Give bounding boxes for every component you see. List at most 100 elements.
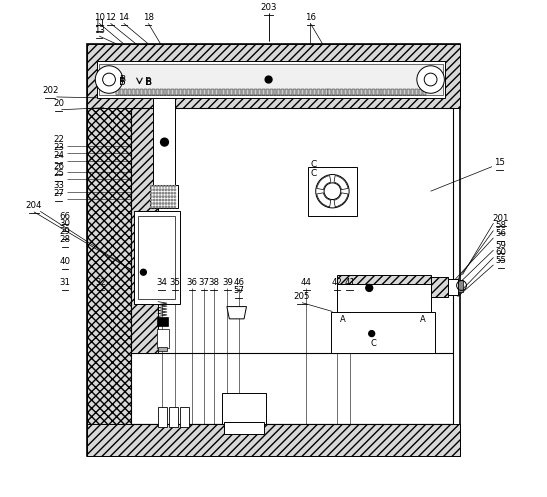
Bar — [270, 89, 272, 95]
Text: B: B — [145, 77, 152, 87]
Bar — [158, 407, 167, 427]
Bar — [238, 89, 241, 95]
Bar — [158, 347, 167, 351]
Bar — [242, 89, 245, 95]
Bar — [387, 89, 391, 95]
Circle shape — [154, 199, 155, 201]
Bar — [340, 89, 343, 95]
Circle shape — [156, 206, 158, 208]
Bar — [117, 89, 119, 95]
Circle shape — [168, 206, 170, 208]
Circle shape — [265, 76, 272, 83]
Bar — [138, 216, 175, 299]
Bar — [277, 89, 281, 95]
Text: 46: 46 — [233, 278, 244, 287]
Text: A: A — [340, 316, 346, 325]
Circle shape — [171, 185, 173, 187]
Text: 204: 204 — [26, 201, 42, 210]
Circle shape — [168, 196, 170, 197]
Circle shape — [168, 185, 170, 187]
Circle shape — [174, 185, 176, 187]
Circle shape — [424, 73, 437, 86]
Bar — [87, 44, 460, 108]
Text: 57: 57 — [233, 286, 244, 295]
Text: 38: 38 — [208, 278, 219, 287]
Text: 13: 13 — [94, 26, 104, 35]
Bar — [136, 89, 139, 95]
Bar — [183, 89, 186, 95]
Bar — [171, 89, 174, 95]
Bar — [317, 89, 319, 95]
Bar — [156, 329, 169, 348]
Bar — [131, 108, 453, 424]
Bar — [411, 89, 414, 95]
Text: 41: 41 — [344, 278, 355, 287]
Text: 203: 203 — [260, 3, 277, 12]
Circle shape — [165, 206, 167, 208]
Circle shape — [165, 196, 167, 197]
Circle shape — [156, 192, 158, 194]
Bar — [175, 89, 178, 95]
Bar — [383, 89, 386, 95]
Bar — [222, 393, 266, 424]
Bar — [423, 89, 426, 95]
Text: 35: 35 — [170, 278, 181, 287]
Bar — [281, 89, 284, 95]
Bar — [191, 89, 194, 95]
Bar — [395, 89, 398, 95]
Bar — [407, 89, 410, 95]
Bar — [261, 89, 265, 95]
Bar — [419, 89, 422, 95]
Text: 31: 31 — [59, 278, 71, 287]
Bar — [132, 89, 135, 95]
Bar — [321, 89, 324, 95]
Bar — [266, 89, 269, 95]
Bar — [169, 407, 178, 427]
Bar — [372, 89, 375, 95]
Text: 26: 26 — [53, 162, 64, 170]
Circle shape — [150, 199, 152, 201]
Bar — [301, 89, 304, 95]
Circle shape — [168, 189, 170, 190]
Text: A: A — [420, 316, 426, 325]
Bar — [195, 89, 198, 95]
Text: 30: 30 — [59, 219, 71, 228]
Circle shape — [174, 196, 176, 197]
Bar — [293, 89, 296, 95]
Circle shape — [159, 206, 161, 208]
Circle shape — [156, 189, 158, 190]
Text: C: C — [310, 169, 317, 178]
Circle shape — [171, 199, 173, 201]
Text: 55: 55 — [496, 256, 507, 265]
Text: 202: 202 — [42, 86, 59, 95]
Bar — [415, 89, 418, 95]
Bar — [133, 211, 180, 304]
Text: B: B — [146, 78, 152, 86]
Bar — [376, 89, 379, 95]
Text: C: C — [310, 160, 317, 168]
Circle shape — [159, 203, 161, 204]
Circle shape — [162, 203, 164, 204]
Circle shape — [154, 185, 155, 187]
Bar — [246, 89, 249, 95]
Circle shape — [95, 66, 123, 93]
Circle shape — [417, 66, 444, 93]
Bar — [87, 108, 131, 456]
Circle shape — [174, 189, 176, 190]
Circle shape — [154, 196, 155, 197]
Text: 205: 205 — [294, 292, 310, 301]
Bar — [286, 89, 288, 95]
Circle shape — [174, 192, 176, 194]
Text: 39: 39 — [222, 278, 233, 287]
Circle shape — [171, 206, 173, 208]
Bar — [337, 284, 430, 353]
Bar — [211, 89, 213, 95]
Bar — [180, 407, 189, 427]
Bar — [87, 424, 460, 456]
Bar — [199, 89, 202, 95]
Bar — [128, 89, 131, 95]
Text: B: B — [119, 75, 125, 84]
Circle shape — [150, 185, 152, 187]
Text: 58: 58 — [496, 222, 507, 231]
Circle shape — [154, 206, 155, 208]
